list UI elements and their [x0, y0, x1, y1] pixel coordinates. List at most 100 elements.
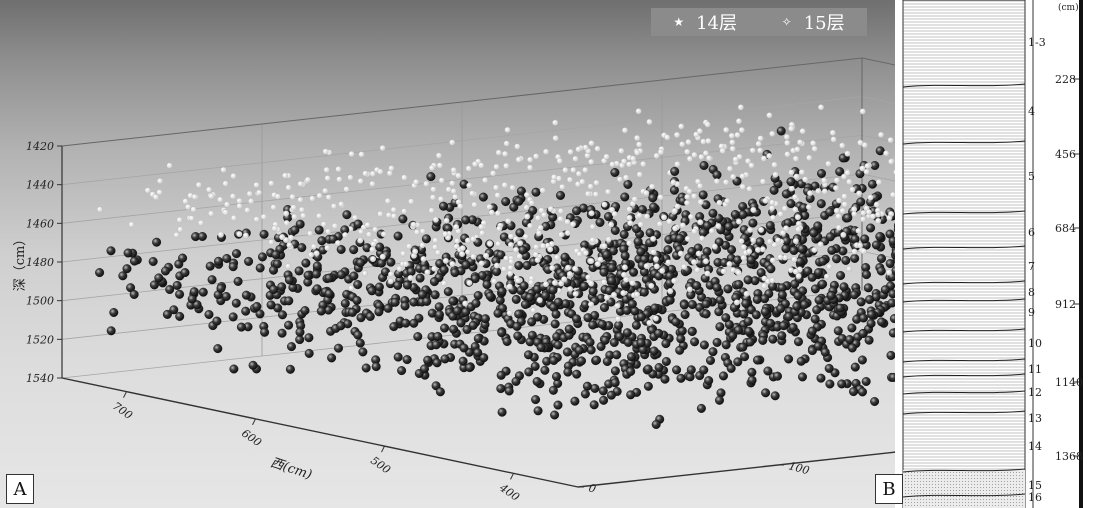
point-14 — [667, 288, 674, 295]
point-15 — [371, 362, 381, 372]
point-15 — [386, 257, 396, 267]
point-14 — [618, 147, 625, 154]
point-14 — [449, 180, 456, 187]
point-15 — [303, 270, 313, 280]
point-14 — [708, 227, 715, 234]
point-14 — [788, 125, 795, 132]
point-15 — [877, 254, 887, 264]
point-15 — [715, 295, 725, 305]
point-14 — [634, 134, 641, 141]
point-14 — [695, 250, 702, 257]
point-14 — [691, 259, 698, 266]
point-14 — [869, 213, 876, 220]
point-15 — [531, 395, 541, 405]
point-14 — [575, 146, 582, 153]
point-14 — [316, 212, 323, 219]
point-15 — [577, 356, 587, 366]
point-15 — [858, 329, 868, 339]
point-14 — [330, 203, 337, 210]
point-14 — [594, 145, 601, 152]
point-15 — [564, 324, 574, 334]
point-15 — [271, 250, 281, 260]
point-14 — [841, 173, 848, 180]
point-14 — [720, 268, 727, 275]
point-14 — [588, 140, 595, 147]
point-14 — [570, 166, 577, 173]
point-14 — [759, 178, 766, 185]
point-15 — [607, 263, 617, 273]
layer-boundary — [902, 390, 1026, 395]
point-14 — [490, 170, 497, 177]
point-15 — [663, 245, 673, 255]
point-15 — [669, 185, 679, 195]
point-14 — [128, 221, 135, 228]
point-15 — [162, 309, 172, 319]
point-14 — [747, 226, 754, 233]
point-15 — [429, 277, 439, 287]
point-14 — [657, 149, 664, 156]
point-15 — [402, 355, 412, 365]
point-14 — [524, 213, 531, 220]
point-15 — [452, 306, 462, 316]
point-15 — [402, 280, 412, 290]
point-14 — [469, 190, 476, 197]
point-14 — [205, 186, 212, 193]
point-14 — [342, 232, 349, 239]
point-15 — [626, 390, 636, 400]
point-14 — [515, 277, 522, 284]
point-14 — [466, 182, 473, 189]
point-15 — [794, 337, 804, 347]
point-15 — [406, 267, 416, 277]
point-15 — [676, 373, 686, 383]
point-15 — [817, 168, 827, 178]
point-14 — [627, 219, 634, 226]
point-15 — [650, 303, 660, 313]
point-15 — [123, 248, 133, 258]
point-14 — [291, 213, 298, 220]
point-14 — [462, 300, 469, 307]
point-15 — [636, 247, 646, 257]
point-15 — [440, 354, 450, 364]
point-15 — [342, 210, 352, 220]
point-15 — [768, 334, 778, 344]
point-14 — [739, 183, 746, 190]
point-15 — [595, 217, 605, 227]
point-15 — [560, 252, 570, 262]
layer-label: 10 — [1028, 337, 1042, 350]
point-15 — [604, 212, 614, 222]
point-15 — [597, 319, 607, 329]
point-15 — [619, 229, 629, 239]
point-14 — [432, 216, 439, 223]
point-15 — [572, 314, 582, 324]
point-14 — [442, 257, 449, 264]
point-15 — [781, 189, 791, 199]
legend-label-14: 14层 — [696, 13, 737, 34]
point-15 — [645, 228, 655, 238]
point-15 — [712, 282, 722, 292]
point-14 — [702, 258, 709, 265]
point-14 — [769, 199, 776, 206]
point-14 — [835, 213, 842, 220]
point-15 — [784, 312, 794, 322]
point-15 — [207, 275, 217, 285]
point-14 — [528, 199, 535, 206]
point-15 — [701, 299, 711, 309]
point-14 — [429, 194, 436, 201]
x-tick-label: 400 — [496, 481, 521, 504]
point-15 — [152, 237, 162, 247]
point-14 — [723, 179, 730, 186]
point-14 — [719, 147, 726, 154]
point-15 — [763, 366, 773, 376]
point-14 — [478, 162, 485, 169]
point-15 — [850, 253, 860, 263]
point-15 — [755, 237, 765, 247]
point-14 — [401, 174, 408, 181]
point-14 — [567, 148, 574, 155]
point-14 — [270, 204, 277, 211]
point-15 — [422, 296, 432, 306]
point-15 — [606, 390, 616, 400]
point-14 — [697, 199, 704, 206]
point-14 — [379, 145, 386, 152]
point-15 — [746, 255, 756, 265]
point-15 — [324, 289, 334, 299]
